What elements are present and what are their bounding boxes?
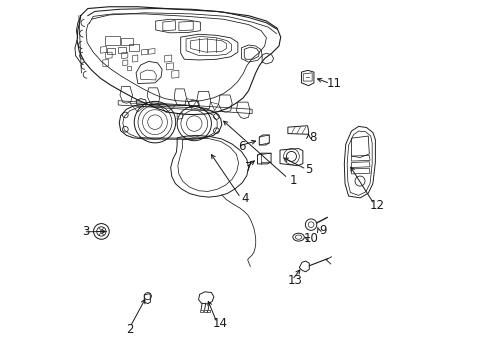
Text: 7: 7 (245, 161, 252, 174)
Text: 4: 4 (241, 192, 249, 205)
Text: 2: 2 (126, 323, 134, 336)
Text: 1: 1 (290, 174, 297, 186)
Text: 12: 12 (369, 198, 385, 212)
Text: 6: 6 (238, 140, 245, 153)
Text: 8: 8 (309, 131, 317, 144)
Text: 9: 9 (319, 224, 327, 237)
Text: 10: 10 (304, 233, 318, 246)
Text: 14: 14 (213, 317, 227, 330)
Text: 11: 11 (327, 77, 342, 90)
Text: 13: 13 (288, 274, 302, 287)
Text: 3: 3 (82, 225, 90, 238)
Text: 5: 5 (306, 163, 313, 176)
